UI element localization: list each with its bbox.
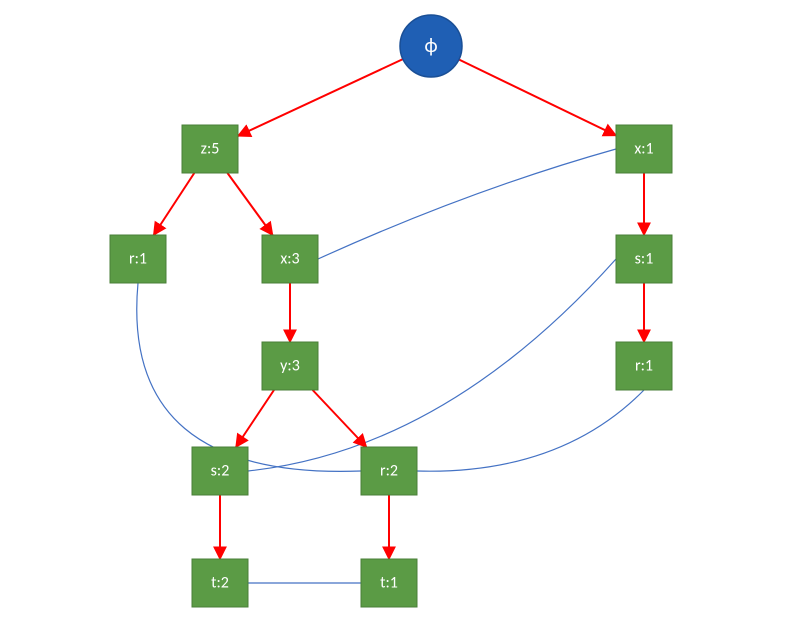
node-y3: y:3	[262, 342, 318, 390]
nodes: z:5 x:1 r:1 x:3 s:1 y:3 r:1 s:2 r:2 t:2 t:1	[110, 125, 672, 607]
node-label: r:1	[635, 357, 653, 376]
tree-edge	[238, 59, 403, 136]
node-label: s:2	[211, 462, 230, 481]
node-r1a: r:1	[110, 235, 166, 283]
node-t1: t:1	[361, 559, 417, 607]
link-edge	[417, 390, 644, 471]
root-node: ϕ	[400, 15, 462, 77]
node-t2: t:2	[192, 559, 248, 607]
node-x1: x:1	[616, 125, 672, 173]
link-edges	[137, 149, 644, 583]
tree-edge	[459, 59, 616, 135]
node-label: x:1	[634, 140, 653, 159]
node-label: z:5	[201, 140, 220, 159]
tree-edge	[154, 173, 195, 235]
tree-edge	[227, 173, 272, 235]
node-r2: r:2	[361, 447, 417, 495]
node-r1b: r:1	[616, 342, 672, 390]
node-label: t:1	[380, 574, 398, 593]
tree-diagram: ϕ z:5 x:1 r:1 x:3 s:1 y:3 r:1 s:2 r:2 t:2 t:1	[0, 0, 799, 644]
node-x3: x:3	[262, 235, 318, 283]
node-label: y:3	[280, 357, 300, 376]
link-edge	[137, 283, 361, 471]
node-label: s:1	[635, 250, 654, 269]
node-label: r:1	[129, 250, 147, 269]
tree-edge	[313, 390, 367, 447]
tree-edge	[236, 390, 274, 447]
node-label: r:2	[380, 462, 398, 481]
link-edge	[318, 149, 616, 259]
node-s1: s:1	[616, 235, 672, 283]
node-s2: s:2	[192, 447, 248, 495]
node-label: t:2	[211, 574, 229, 593]
node-label: x:3	[280, 250, 299, 269]
root-label: ϕ	[424, 34, 437, 58]
node-z5: z:5	[182, 125, 238, 173]
